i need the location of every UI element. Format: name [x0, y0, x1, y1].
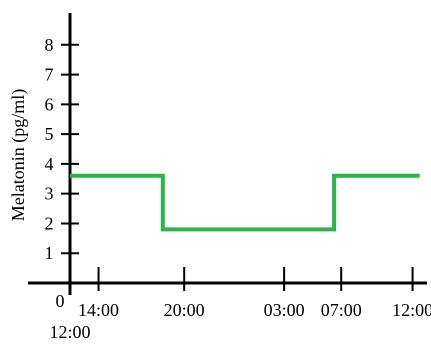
y-tick-label: 8	[45, 35, 54, 55]
x-tick-label: 12:00	[392, 300, 431, 320]
x-axis: 14:00 20:00 03:00 07:00 12:00 12:00	[28, 267, 431, 342]
y-origin-label: 0	[56, 291, 65, 311]
y-tick-label: 7	[45, 65, 54, 85]
x-origin-label: 12:00	[49, 322, 90, 342]
x-tick-label: 03:00	[264, 300, 305, 320]
y-tick-label: 1	[45, 243, 54, 263]
y-axis-label: Melatonin (pg/ml)	[8, 89, 29, 221]
series-group	[70, 173, 420, 232]
y-tick-label: 2	[45, 213, 54, 233]
melatonin-line	[70, 173, 420, 232]
x-tick-label: 14:00	[78, 300, 119, 320]
y-tick-label: 3	[45, 184, 54, 204]
y-axis: 1 2 3 4 5 6 7 8 0	[45, 13, 79, 311]
y-tick-label: 5	[45, 124, 54, 144]
y-tick-label: 4	[45, 154, 54, 174]
y-tick-label: 6	[45, 94, 54, 114]
x-tick-label: 20:00	[164, 300, 205, 320]
x-tick-label: 07:00	[321, 300, 362, 320]
